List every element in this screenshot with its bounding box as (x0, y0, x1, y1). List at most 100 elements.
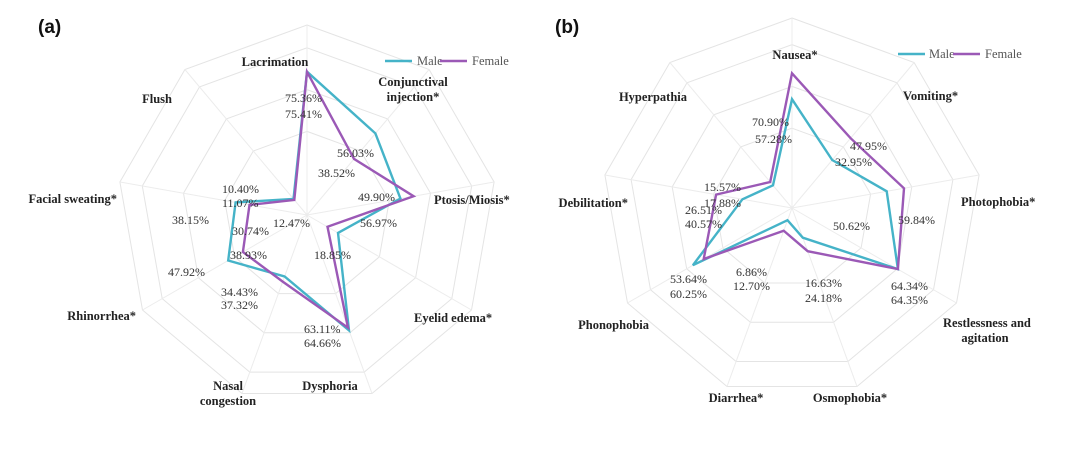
axis-label-line: Ptosis/Miosis* (434, 193, 510, 207)
grid-ring-3 (141, 47, 473, 373)
axis-label-conjunctival-injection: Conjunctival injection* (378, 75, 448, 104)
value-label: 64.35% (891, 293, 928, 307)
axis-label-dysphoria: Dysphoria (302, 379, 358, 393)
axis-label-line: Restlessness and (943, 316, 1031, 330)
grid-ring-1 (224, 130, 390, 295)
axis-label-line: Osmophobia* (813, 391, 887, 405)
series-female (702, 70, 906, 271)
value-label: 38.15% (172, 213, 209, 227)
series-male (226, 69, 402, 334)
spoke-restlessness-and-agitation (791, 207, 957, 304)
legend-female-label: Female (472, 54, 509, 68)
axis-label-line: injection* (387, 90, 440, 104)
axis-label-eyelid-edema: Eyelid edema* (414, 311, 492, 325)
axis-label-line: Lacrimation (242, 55, 309, 69)
value-label: 30.74% (232, 224, 269, 238)
value-label: 49.90% (358, 190, 395, 204)
panel-a: (a) Lacrimation Conjunctival injection* Pto… (28, 17, 509, 408)
axis-label-debilitation: Debilitation* (559, 196, 628, 210)
value-label: 47.95% (850, 139, 887, 153)
value-label: 11.07% (222, 196, 259, 210)
axis-label-line: agitation (961, 331, 1008, 345)
panel-a-axis-labels: Lacrimation Conjunctival injection* Ptosis/… (28, 55, 509, 408)
value-label: 26.51% (685, 203, 722, 217)
axis-label-vomiting: Vomiting* (903, 89, 958, 103)
value-label: 24.18% (805, 291, 842, 305)
axis-label-facial-sweating: Facial sweating* (28, 192, 117, 206)
value-label: 10.40% (222, 182, 259, 196)
spoke-eyelid-edema (306, 214, 472, 311)
axis-label-line: Diarrhea* (709, 391, 764, 405)
axis-label-line: Phonophobia (578, 318, 650, 332)
value-label: 12.70% (733, 279, 770, 293)
value-label: 6.86% (736, 265, 767, 279)
panel-b-series (691, 70, 906, 271)
grid-ring-1 (712, 127, 872, 284)
axis-label-lacrimation: Lacrimation (242, 55, 309, 69)
value-label: 53.64% (670, 272, 707, 286)
value-label: 64.66% (304, 336, 341, 350)
value-label: 57.28% (755, 132, 792, 146)
spoke-vomiting (791, 62, 915, 209)
axis-label-line: Nasal (213, 379, 243, 393)
value-label: 32.95% (835, 155, 872, 169)
axis-label-nausea: Nausea* (772, 48, 817, 62)
axis-label-restlessness-and-agitation: Restlessness and agitation (943, 316, 1031, 345)
axis-label-diarrhea: Diarrhea* (709, 391, 764, 405)
spoke-debilitation (604, 174, 793, 209)
value-label: 40.57% (685, 217, 722, 231)
axis-label-ptosis-miosis: Ptosis/Miosis* (434, 193, 510, 207)
value-label: 47.92% (168, 265, 205, 279)
spoke-conjunctival-injection (306, 69, 430, 216)
value-label: 56.97% (360, 216, 397, 230)
value-label: 56.03% (337, 146, 374, 160)
series-male (691, 96, 900, 271)
axis-label-rhinorrhea: Rhinorrhea* (67, 309, 136, 323)
grid-ring-4 (604, 17, 980, 387)
value-label: 75.36% (285, 91, 322, 105)
value-label: 59.84% (898, 213, 935, 227)
panel-b-legend: Male Female (898, 47, 1022, 61)
value-label: 75.41% (285, 107, 322, 121)
axis-label-nasal-congestion: Nasal congestion (200, 379, 256, 408)
value-label: 15.57% (704, 180, 741, 194)
axis-label-photophobia: Photophobia* (961, 195, 1035, 209)
axis-label-line: Dysphoria (302, 379, 358, 393)
legend-male-label: Male (417, 54, 443, 68)
legend-male-label: Male (929, 47, 955, 61)
panel-b-label: (b) (555, 17, 579, 38)
value-label: 64.34% (891, 279, 928, 293)
value-label: 60.25% (670, 287, 707, 301)
axis-label-line: Eyelid edema* (414, 311, 492, 325)
spoke-hyperpathia (669, 62, 793, 209)
value-label: 18.85% (314, 248, 351, 262)
spoke-flush (184, 69, 308, 216)
value-label: 50.62% (833, 219, 870, 233)
spoke-dysphoria (306, 214, 373, 394)
panel-a-series (226, 67, 417, 334)
panel-a-grid (119, 24, 495, 394)
value-label: 38.52% (318, 166, 355, 180)
value-label: 17.88% (704, 196, 741, 210)
axis-label-line: Flush (142, 92, 172, 106)
spoke-diarrhea (726, 207, 793, 387)
spoke-facial-sweating (119, 181, 308, 216)
spoke-rhinorrhea (142, 214, 308, 311)
value-label: 37.32% (221, 298, 258, 312)
value-label: 34.43% (221, 285, 258, 299)
panel-a-value-labels: 75.36% 75.41% 56.03% 38.52%49.90% 56.97% 18.8… (168, 91, 397, 350)
grid-ring-4 (119, 24, 495, 394)
panel-a-legend: Male Female (385, 54, 509, 68)
grid-ring-3 (630, 44, 954, 362)
value-label: 38.93% (230, 248, 267, 262)
axis-label-line: Debilitation* (559, 196, 628, 210)
panel-b-axis-labels: Nausea* Vomiting* Photophobia* Restlessness… (559, 48, 1036, 405)
value-label: 70.90% (752, 115, 789, 129)
axis-label-line: Vomiting* (903, 89, 958, 103)
legend-female-label: Female (985, 47, 1022, 61)
panel-b-grid (604, 17, 980, 387)
grid-ring-2 (671, 85, 913, 323)
axis-label-line: Conjunctival (378, 75, 448, 89)
series-female (241, 67, 417, 331)
